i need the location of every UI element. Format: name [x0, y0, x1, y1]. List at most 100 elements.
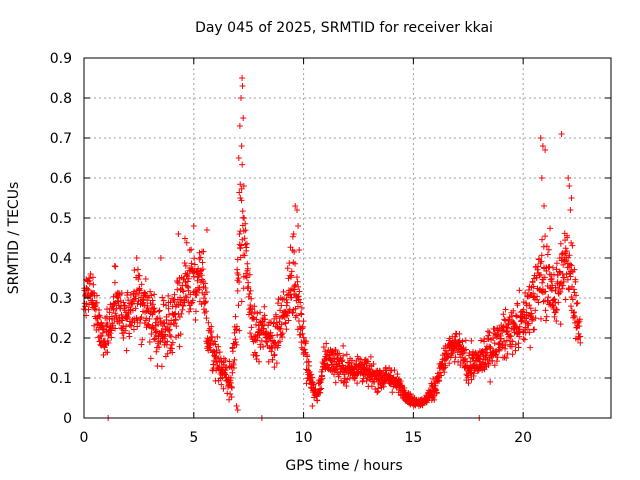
data-point — [98, 332, 105, 339]
data-point — [188, 246, 195, 253]
data-point — [134, 323, 141, 330]
data-point — [132, 291, 139, 298]
data-point — [169, 295, 176, 302]
x-tick-label: 0 — [80, 430, 89, 446]
data-point — [133, 255, 140, 261]
data-point — [243, 244, 250, 251]
data-point — [562, 296, 569, 303]
data-point — [570, 286, 577, 293]
data-point — [557, 289, 564, 296]
data-point — [279, 333, 286, 340]
data-point — [465, 374, 472, 381]
data-point — [151, 305, 158, 312]
data-point — [148, 292, 155, 299]
data-point — [247, 330, 254, 337]
data-point — [85, 306, 92, 313]
data-point — [520, 306, 527, 313]
data-point — [294, 293, 301, 300]
data-point — [184, 278, 191, 285]
data-point — [293, 207, 300, 213]
data-point — [340, 342, 347, 349]
data-point — [522, 289, 529, 296]
x-tick-label: 10 — [295, 430, 313, 446]
data-point — [182, 262, 189, 269]
data-point — [268, 343, 275, 350]
data-point — [238, 298, 245, 305]
data-point — [521, 336, 528, 343]
data-point — [527, 305, 534, 312]
data-point — [291, 286, 298, 293]
y-tick-label: 0.3 — [50, 291, 72, 307]
data-point — [165, 305, 172, 312]
data-point — [546, 263, 553, 270]
data-point — [107, 330, 114, 337]
data-point — [318, 372, 325, 379]
data-point — [198, 301, 205, 308]
data-point — [97, 314, 104, 321]
data-point — [164, 338, 171, 345]
data-point — [241, 252, 248, 259]
data-point — [571, 266, 578, 273]
data-point — [178, 310, 185, 317]
data-point — [469, 348, 476, 355]
data-point — [189, 297, 196, 304]
data-point — [490, 335, 497, 342]
data-point — [112, 310, 119, 317]
data-point — [131, 267, 138, 274]
data-point — [320, 344, 327, 351]
data-point — [512, 312, 519, 319]
data-point — [277, 325, 284, 332]
data-point — [265, 322, 272, 329]
data-point — [261, 316, 268, 323]
data-point — [431, 396, 438, 403]
data-point — [526, 329, 533, 336]
data-point — [151, 291, 158, 298]
data-point — [235, 155, 242, 161]
data-point — [237, 181, 244, 188]
data-point — [459, 338, 466, 345]
data-point — [191, 255, 198, 262]
data-point — [300, 334, 307, 341]
data-point — [303, 380, 310, 387]
data-point — [185, 275, 192, 282]
data-point — [283, 326, 290, 333]
data-point — [279, 330, 286, 337]
data-point — [291, 248, 298, 255]
data-point — [157, 338, 164, 345]
data-point — [105, 339, 112, 346]
data-point — [86, 275, 93, 282]
data-point — [571, 309, 578, 316]
data-point — [462, 337, 469, 344]
data-point — [228, 394, 235, 400]
data-point — [566, 183, 573, 189]
data-point — [240, 183, 247, 189]
data-point — [512, 341, 519, 348]
data-point — [526, 302, 533, 309]
data-point — [186, 247, 193, 254]
data-point — [213, 350, 220, 357]
data-point — [139, 336, 146, 343]
data-point — [86, 280, 93, 287]
data-point — [496, 347, 503, 354]
data-point — [192, 308, 199, 315]
data-point — [338, 358, 345, 365]
data-point — [125, 297, 132, 304]
data-point — [343, 382, 350, 389]
data-point — [239, 161, 246, 168]
data-point — [224, 390, 231, 397]
data-point — [222, 357, 229, 364]
data-point — [295, 296, 302, 303]
data-point — [516, 323, 523, 330]
data-point — [544, 282, 551, 289]
data-point — [231, 329, 238, 336]
data-point — [205, 347, 212, 354]
data-point — [563, 248, 570, 255]
data-point — [550, 296, 557, 303]
data-point — [539, 236, 546, 243]
data-point — [200, 248, 207, 255]
data-point — [126, 333, 133, 340]
data-point — [442, 362, 449, 369]
data-point — [119, 314, 126, 321]
data-point — [167, 345, 174, 352]
data-point — [540, 243, 547, 250]
